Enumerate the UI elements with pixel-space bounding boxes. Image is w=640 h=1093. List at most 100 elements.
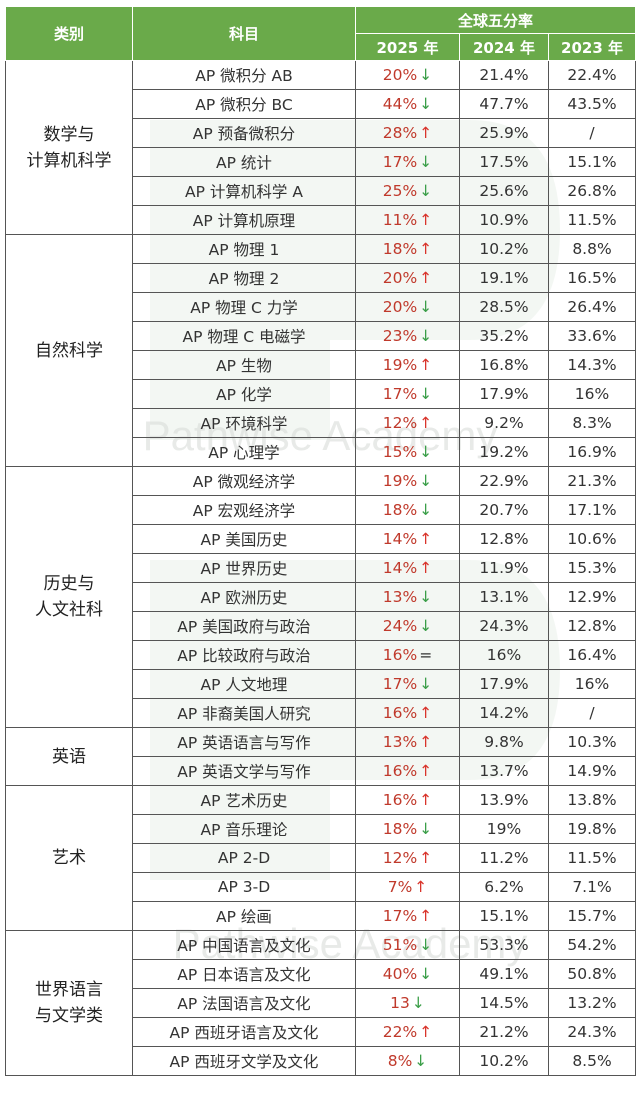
rate-2024-cell: 49.1% [459,959,549,989]
rate-2023-cell: 15.1% [547,147,637,177]
rate-2025-value: 20% [382,269,418,287]
trend-up-icon: ↑ [419,791,433,809]
trend-down-icon: ↓ [419,936,433,954]
rate-2023-cell: 10.3% [547,727,637,757]
table-row: 艺术 AP 艺术历史 16% ↑ 13.9% 13.8% [5,785,637,931]
rate-2025-cell: 8% ↓ [355,1046,460,1076]
table-row: AP 美国政府与政治 24% ↓ 24.3% 12.8% [6,611,637,641]
category-cell: 数学与 计算机科学 [5,60,133,235]
rate-2023-cell: 16.5% [547,263,637,293]
subject-cell: AP 心理学 [132,437,356,467]
rate-2023-cell: 12.8% [547,611,637,641]
rate-2025-value: 13% [382,733,418,751]
rate-2025-cell: 24% ↓ [355,611,460,641]
trend-down-icon: ↓ [419,66,433,84]
rate-2024-cell: 10.2% [459,1046,549,1076]
rate-2023-cell: 16.4% [547,640,637,670]
subject-cell: AP 美国历史 [132,524,356,554]
rate-2023-cell: 16% [547,379,637,409]
rate-2023-cell: 13.2% [547,988,637,1018]
rate-2023-cell: 10.6% [547,524,637,554]
rate-2024-cell: 24.3% [459,611,549,641]
header-subject: 科目 [132,6,356,61]
table-row: AP 计算机原理 11% ↑ 10.9% 11.5% [6,205,637,235]
rate-2025-value: 14% [382,530,418,548]
subject-cell: AP 世界历史 [132,553,356,583]
subject-cell: AP 微观经济学 [132,466,356,496]
rate-2025-cell: 16% ↑ [355,698,460,728]
trend-up-icon: ↑ [419,414,433,432]
table-row: AP 3-D 7% ↑ 6.2% 7.1% [6,872,637,902]
trend-down-icon: ↓ [419,385,433,403]
rate-2025-value: 20% [382,298,418,316]
subject-cell: AP 西班牙文学及文化 [132,1046,356,1076]
category-cell: 艺术 [5,785,133,931]
rate-2025-value: 12% [382,849,418,867]
rate-2025-cell: 44% ↓ [355,89,460,119]
rate-2023-cell: 43.5% [547,89,637,119]
rate-2025-value: 13% [382,588,418,606]
table-row: AP 环境科学 12% ↑ 9.2% 8.3% [6,408,637,438]
rate-2025-cell: 23% ↓ [355,321,460,351]
table-row: AP 物理 C 力学 20% ↓ 28.5% 26.4% [6,292,637,322]
rate-2025-cell: 19% ↑ [355,350,460,380]
rate-2025-cell: 17% ↓ [355,669,460,699]
rate-2024-cell: 25.9% [459,118,549,148]
rate-2024-cell: 21.2% [459,1017,549,1047]
rate-2023-cell: 7.1% [547,872,637,902]
category-cell: 世界语言 与文学类 [5,930,133,1076]
rate-2025-cell: 14% ↑ [355,524,460,554]
rate-2023-cell: 16.9% [547,437,637,467]
table-row: AP 法国语言及文化 13 ↓ 14.5% 13.2% [6,988,637,1018]
rate-2024-cell: 6.2% [459,872,549,902]
rate-2023-cell: 24.3% [547,1017,637,1047]
subject-cell: AP 微积分 AB [132,60,356,90]
category-cell: 英语 [5,727,133,786]
trend-down-icon: ↓ [419,153,433,171]
trend-up-icon: ↑ [419,733,433,751]
rate-2023-cell: 11.5% [547,843,637,873]
subject-cell: AP 计算机原理 [132,205,356,235]
rate-2023-cell: 14.9% [547,756,637,786]
subject-cell: AP 计算机科学 A [132,176,356,206]
rate-2024-cell: 17.9% [459,669,549,699]
rate-2025-value: 19% [382,356,418,374]
table-body: 数学与 计算机科学 AP 微积分 AB 20% ↓ 21.4% 22.4% AP 微积分 B… [5,60,637,1076]
subject-cell: AP 法国语言及文化 [132,988,356,1018]
subject-cell: AP 微积分 BC [132,89,356,119]
rate-2025-value: 28% [382,124,418,142]
rate-2024-cell: 12.8% [459,524,549,554]
rate-2024-cell: 21.4% [459,60,549,90]
trend-up-icon: ↑ [419,559,433,577]
subject-cell: AP 西班牙语言及文化 [132,1017,356,1047]
rate-2025-value: 16% [382,762,418,780]
table-row: 历史与 人文社科 AP 微观经济学 19% ↓ 22.9% 21.3% [5,466,637,728]
table-row: AP 统计 17% ↓ 17.5% 15.1% [6,147,637,177]
rate-2024-cell: 35.2% [459,321,549,351]
rate-2025-value: 8% [387,1052,413,1070]
table-row: AP 人文地理 17% ↓ 17.9% 16% [6,669,637,699]
header-year-2024: 2024 年 [459,33,549,61]
table-row: AP 比较政府与政治 16% = 16% 16.4% [6,640,637,670]
rate-2024-cell: 11.2% [459,843,549,873]
header-category: 类别 [5,6,133,61]
rate-2025-cell: 11% ↑ [355,205,460,235]
rate-2024-cell: 19.1% [459,263,549,293]
header-year-2023: 2023 年 [547,33,637,61]
rate-2024-cell: 9.2% [459,408,549,438]
subject-cell: AP 英语文学与写作 [132,756,356,786]
rate-2025-value: 23% [382,327,418,345]
rate-2024-cell: 17.5% [459,147,549,177]
rate-2025-cell: 20% ↓ [355,60,460,90]
table-row: 世界语言 与文学类 AP 中国语言及文化 51% ↓ 53.3% 54.2% [5,930,637,1076]
subject-cell: AP 生物 [132,350,356,380]
rate-2025-value: 17% [382,675,418,693]
rate-2024-cell: 13.1% [459,582,549,612]
rate-2025-value: 16% [382,704,418,722]
rate-2024-cell: 11.9% [459,553,549,583]
rate-2025-cell: 13% ↓ [355,582,460,612]
rate-2025-cell: 40% ↓ [355,959,460,989]
table-row: 英语 AP 英语语言与写作 13% ↑ 9.8% 10.3% [5,727,637,786]
rate-2023-cell: 50.8% [547,959,637,989]
trend-down-icon: ↓ [419,675,433,693]
